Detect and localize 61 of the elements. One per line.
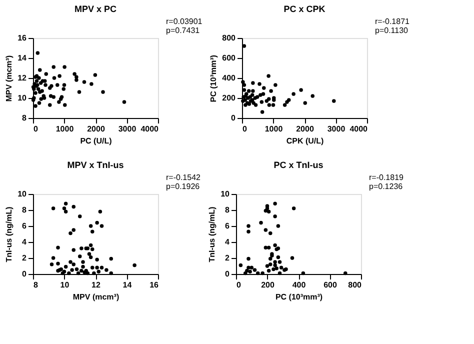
y-tick-label: 6 [22, 222, 28, 230]
y-tick-label: 10 [18, 190, 28, 198]
y-axis-title: TnI-us (ng/mL) [208, 206, 217, 262]
x-axis-title: MPV (mcm³) [72, 292, 120, 302]
x-axis-title: PC (U/L) [80, 136, 112, 146]
chart-title: MPV x TnI-us [67, 160, 124, 170]
y-tick-label: 4 [225, 238, 230, 246]
x-tick-label: 4000 [350, 124, 368, 134]
chart-title: PC x CPK [284, 4, 326, 14]
y-axis-title: TnI-us (ng/mL) [4, 206, 14, 262]
x-tick-label: 4000 [140, 124, 160, 134]
y-tick-label: 800 [222, 34, 236, 42]
x-tick-label: 12 [92, 280, 101, 290]
y-tick-label: 0 [231, 114, 236, 122]
x-tick-label: 800 [348, 280, 362, 290]
y-tick-label: 12 [18, 74, 28, 82]
y-tick-label: 400 [222, 74, 236, 82]
x-tick-label: 3000 [118, 124, 137, 134]
text: r=0.03901 [166, 17, 203, 26]
y-axis-title: MPV (mcm³) [4, 55, 14, 102]
y-tick-label: 10 [18, 94, 28, 102]
text: p=0.1926 [166, 182, 200, 191]
y-tick-label: 0 [225, 270, 230, 278]
y-tick-label: 2 [225, 254, 230, 262]
y-tick-label: 8 [225, 206, 230, 214]
y-axis-title: PC (10³mm³) [209, 54, 218, 102]
text: r=-0.1542 [166, 173, 202, 182]
x-tick-label: 8 [34, 280, 38, 290]
y-tick-label: 6 [225, 222, 230, 230]
chart-title: PC x TnI-us [274, 160, 324, 170]
y-tick-label: 8 [22, 114, 28, 122]
y-tick-label: 4 [22, 238, 28, 246]
y-tick-label: 600 [222, 54, 236, 62]
x-tick-label: 200 [261, 280, 275, 290]
x-axis-title: PC (10³mm³) [275, 292, 323, 302]
x-tick-label: 16 [150, 280, 160, 290]
y-tick-label: 8 [22, 206, 28, 214]
text: p=0.7431 [166, 26, 200, 35]
x-tick-label: 2000 [296, 124, 314, 134]
x-tick-label: 2000 [87, 124, 106, 134]
x-tick-label: 3000 [327, 124, 346, 134]
text: r=-0.1871 [375, 17, 410, 26]
x-tick-label: 0 [242, 124, 248, 134]
text: r=-0.1819 [369, 173, 404, 182]
x-tick-label: 1000 [264, 124, 284, 134]
y-tick-label: 200 [222, 94, 236, 102]
x-tick-label: 14 [122, 280, 132, 290]
x-tick-label: 0 [34, 124, 38, 134]
x-tick-label: 400 [292, 280, 306, 290]
x-tick-label: 600 [324, 280, 338, 290]
x-tick-label: 1000 [56, 124, 74, 134]
x-tick-label: 10 [60, 280, 70, 290]
y-tick-label: 2 [22, 254, 28, 262]
text: p=0.1236 [369, 182, 404, 191]
y-tick-label: 10 [220, 190, 230, 198]
y-tick-label: 16 [18, 34, 28, 42]
x-axis-title: CPK (U/L) [286, 136, 324, 146]
text: p=0.1130 [375, 26, 409, 35]
y-tick-label: 0 [22, 270, 28, 278]
chart-title: MPV x PC [74, 4, 118, 14]
y-tick-label: 14 [18, 54, 28, 62]
